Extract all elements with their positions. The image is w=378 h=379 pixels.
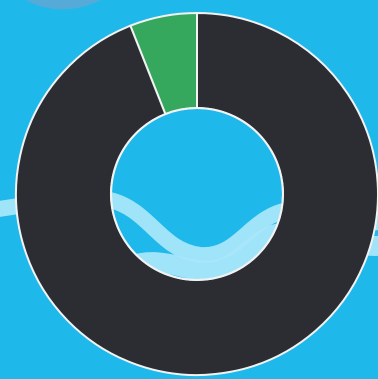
- wave-dark-top: [26, 0, 102, 10]
- donut-hole-ring: [110, 107, 284, 281]
- slice-dark: [15, 12, 378, 376]
- donut-slices: [15, 12, 378, 376]
- donut-hole: [110, 107, 284, 281]
